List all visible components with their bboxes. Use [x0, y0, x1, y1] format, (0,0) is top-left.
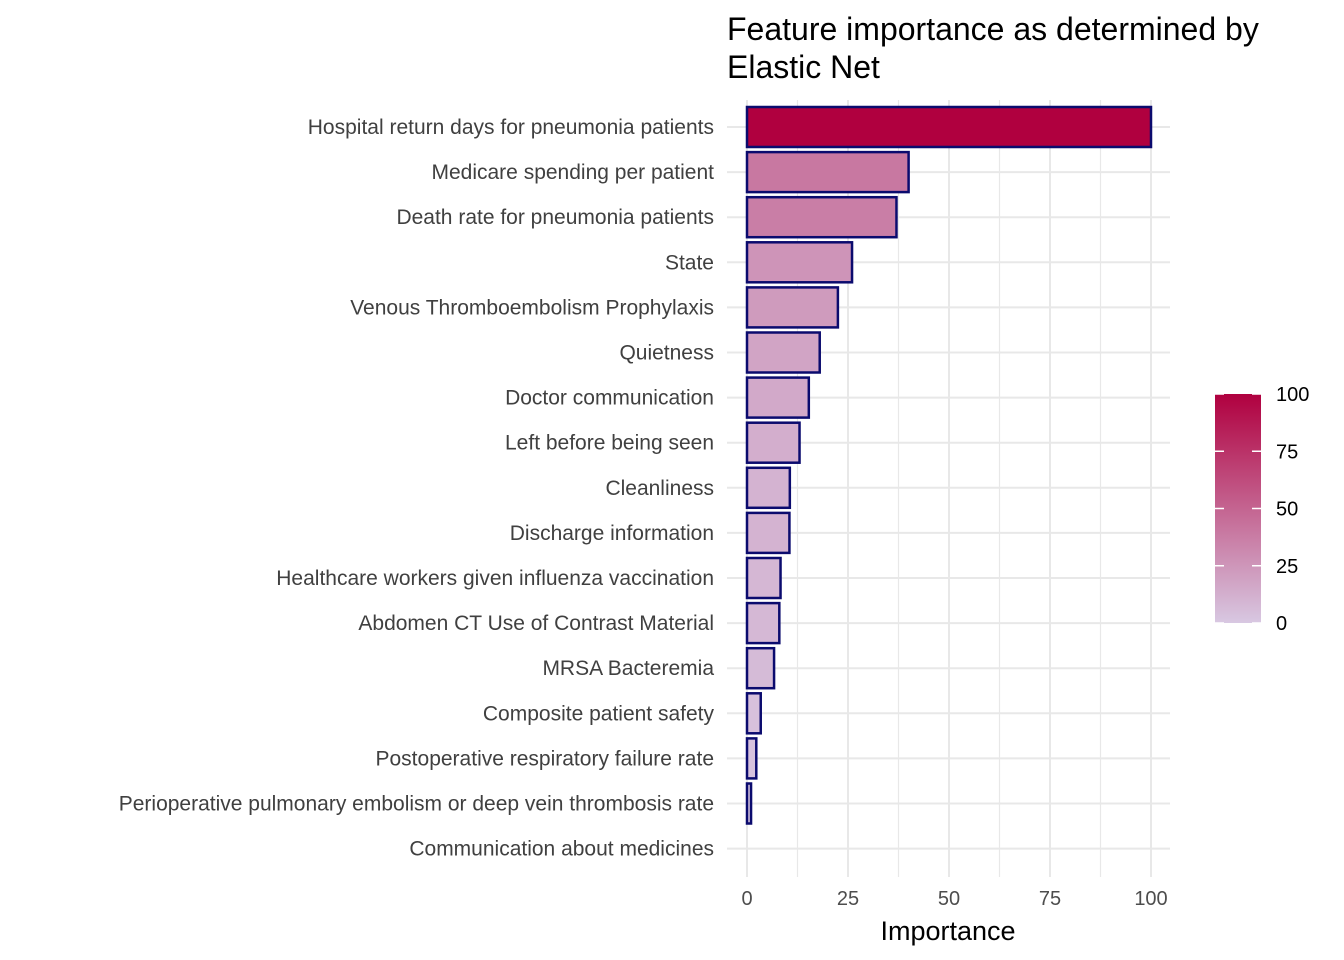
category-label: Perioperative pulmonary embolism or deep… [119, 793, 714, 816]
bar [745, 601, 781, 645]
category-label: Communication about medicines [409, 838, 714, 861]
chart-title-line-2: Elastic Net [727, 49, 880, 85]
x-axis-title: Importance [880, 916, 1015, 946]
bar [745, 241, 854, 284]
category-label: MRSA Bacteremia [542, 657, 714, 680]
bar [745, 692, 762, 735]
category-labels: Hospital return days for pneumonia patie… [119, 116, 715, 861]
color-legend: 100 75 50 25 0 [1215, 384, 1309, 635]
legend-label: 25 [1276, 556, 1298, 578]
category-label: Left before being seen [505, 432, 714, 455]
x-tick-label: 100 [1134, 888, 1167, 910]
x-tick-label: 75 [1039, 888, 1061, 910]
category-label: State [665, 251, 714, 274]
bar [745, 105, 1153, 149]
legend-label: 100 [1276, 384, 1309, 406]
bar [745, 150, 910, 194]
category-label: Doctor communication [505, 387, 714, 410]
category-label: Hospital return days for pneumonia patie… [308, 116, 714, 139]
category-label: Abdomen CT Use of Contrast Material [358, 612, 714, 635]
bar [745, 286, 840, 329]
category-label: Quietness [619, 342, 714, 365]
bar [745, 376, 811, 419]
legend-label: 0 [1276, 613, 1287, 635]
category-label: Cleanliness [605, 477, 714, 500]
bar [745, 782, 753, 825]
bar [745, 331, 821, 374]
category-label: Death rate for pneumonia patients [396, 206, 714, 229]
x-axis-ticks: 0 25 50 75 100 [741, 888, 1167, 910]
bar [745, 556, 782, 600]
category-label: Postoperative respiratory failure rate [376, 747, 715, 770]
bar [745, 737, 758, 780]
bars [745, 105, 1153, 825]
chart-title-line-1: Feature importance as determined by [727, 11, 1259, 47]
x-tick-label: 0 [741, 888, 752, 910]
bar [745, 646, 776, 690]
category-label: Medicare spending per patient [431, 161, 714, 184]
category-label: Discharge information [510, 522, 714, 545]
x-tick-label: 25 [837, 888, 859, 910]
bar [745, 421, 801, 464]
category-label: Venous Thromboembolism Prophylaxis [350, 296, 714, 319]
x-tick-label: 50 [938, 888, 960, 910]
category-label: Composite patient safety [483, 702, 715, 725]
category-label: Healthcare workers given influenza vacci… [276, 567, 714, 590]
legend-label: 75 [1276, 441, 1298, 463]
legend-label: 50 [1276, 499, 1298, 521]
bar [745, 466, 792, 510]
bar [745, 511, 791, 555]
bar [745, 195, 898, 239]
